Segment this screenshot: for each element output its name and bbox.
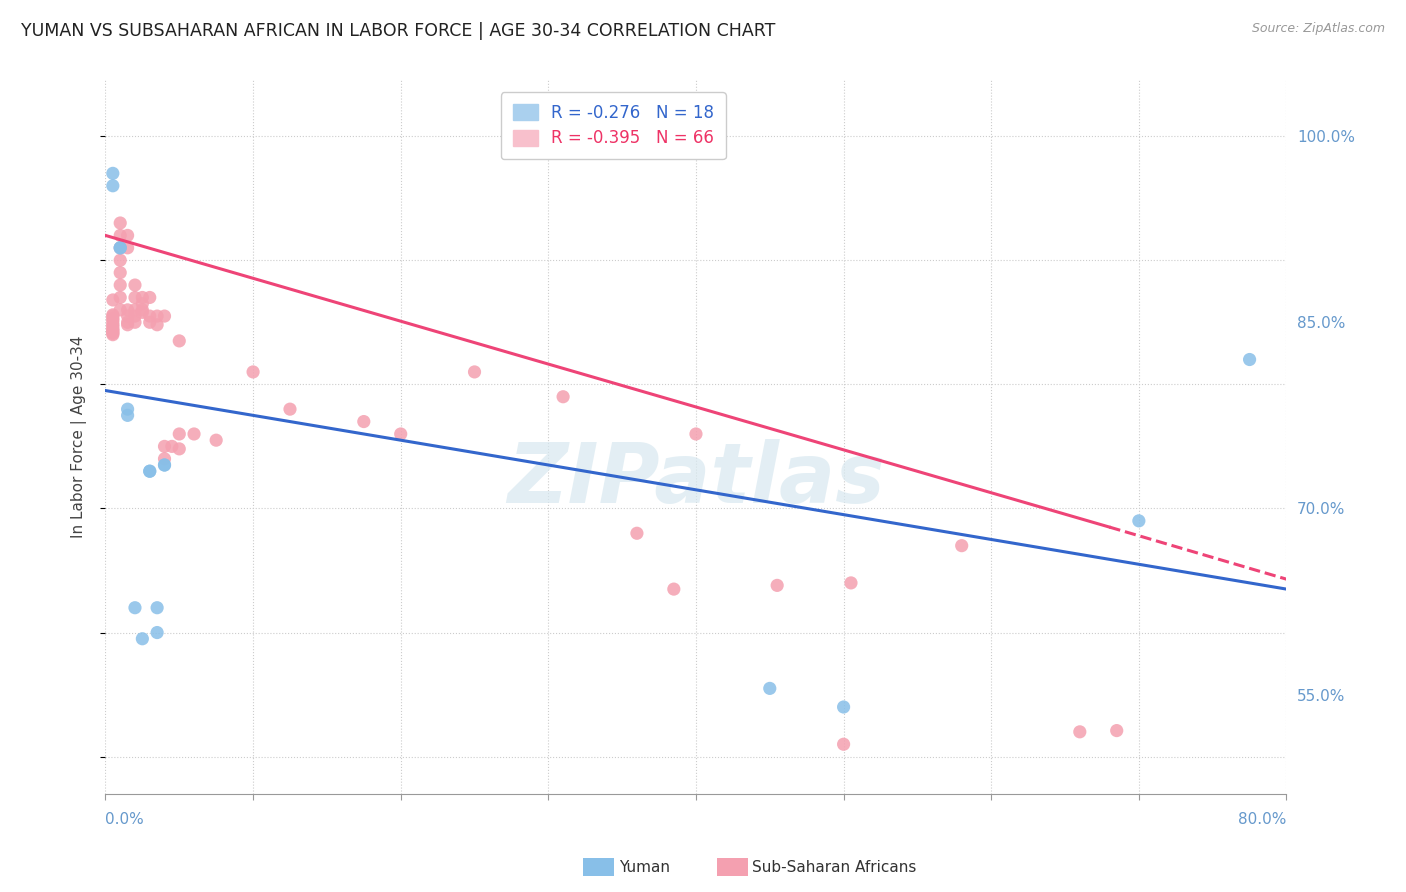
Point — [101, 308, 124, 322]
Point — [124, 600, 146, 615]
Point — [832, 737, 855, 751]
Point — [146, 318, 169, 332]
Point — [464, 365, 486, 379]
Point — [101, 323, 124, 337]
Point — [117, 241, 139, 255]
Point — [101, 321, 124, 335]
Point — [353, 415, 375, 429]
Point — [169, 334, 191, 348]
Point — [1105, 723, 1128, 738]
Text: Yuman: Yuman — [619, 860, 669, 874]
Point — [153, 451, 176, 466]
Text: 0.0%: 0.0% — [105, 813, 145, 828]
Point — [205, 433, 228, 447]
Point — [101, 325, 124, 339]
Point — [138, 290, 162, 304]
Point — [138, 309, 162, 323]
Point — [101, 166, 124, 180]
Text: Sub-Saharan Africans: Sub-Saharan Africans — [752, 860, 917, 874]
Point — [131, 302, 153, 317]
Point — [169, 427, 191, 442]
Point — [124, 315, 146, 329]
Y-axis label: In Labor Force | Age 30-34: In Labor Force | Age 30-34 — [70, 335, 87, 539]
Point — [662, 582, 685, 596]
Point — [124, 278, 146, 293]
Point — [153, 458, 176, 472]
Point — [138, 464, 162, 478]
Point — [117, 309, 139, 323]
Point — [101, 324, 124, 338]
Point — [110, 290, 132, 304]
Point — [138, 464, 162, 478]
Point — [110, 228, 132, 243]
Point — [759, 681, 782, 696]
Legend: R = -0.276   N = 18, R = -0.395   N = 66: R = -0.276 N = 18, R = -0.395 N = 66 — [501, 92, 725, 159]
Point — [101, 318, 124, 333]
Point — [160, 439, 183, 453]
Point — [124, 290, 146, 304]
Point — [117, 402, 139, 417]
Point — [117, 315, 139, 329]
Point — [117, 409, 139, 423]
Point — [278, 402, 301, 417]
Point — [138, 315, 162, 329]
Point — [110, 266, 132, 280]
Text: Source: ZipAtlas.com: Source: ZipAtlas.com — [1251, 22, 1385, 36]
Point — [242, 365, 264, 379]
Point — [101, 311, 124, 326]
Point — [766, 578, 789, 592]
Point — [110, 241, 132, 255]
Text: YUMAN VS SUBSAHARAN AFRICAN IN LABOR FORCE | AGE 30-34 CORRELATION CHART: YUMAN VS SUBSAHARAN AFRICAN IN LABOR FOR… — [21, 22, 776, 40]
Point — [124, 309, 146, 323]
Point — [146, 600, 169, 615]
Text: ZIPatlas: ZIPatlas — [508, 440, 884, 520]
Point — [832, 700, 855, 714]
Point — [153, 439, 176, 453]
Point — [101, 326, 124, 341]
Point — [839, 575, 862, 590]
Point — [131, 632, 153, 646]
Point — [110, 241, 132, 255]
Point — [153, 309, 176, 323]
Point — [101, 313, 124, 327]
Point — [389, 427, 412, 442]
Point — [117, 302, 139, 317]
Point — [131, 305, 153, 319]
Point — [146, 309, 169, 323]
Text: 80.0%: 80.0% — [1239, 813, 1286, 828]
Point — [101, 178, 124, 193]
Point — [117, 228, 139, 243]
Point — [183, 427, 205, 442]
Point — [146, 625, 169, 640]
Point — [110, 216, 132, 230]
Point — [101, 315, 124, 329]
Point — [124, 302, 146, 317]
Point — [551, 390, 574, 404]
Point — [131, 296, 153, 310]
Point — [1239, 352, 1261, 367]
Point — [101, 318, 124, 332]
Point — [685, 427, 707, 442]
Point — [101, 309, 124, 323]
Point — [131, 290, 153, 304]
Point — [110, 253, 132, 268]
Point — [110, 302, 132, 317]
Point — [153, 458, 176, 472]
Point — [101, 327, 124, 342]
Point — [169, 442, 191, 456]
Point — [110, 241, 132, 255]
Point — [950, 539, 973, 553]
Point — [1128, 514, 1150, 528]
Point — [626, 526, 648, 541]
Point — [117, 318, 139, 332]
Point — [110, 278, 132, 293]
Point — [101, 293, 124, 307]
Point — [1069, 724, 1091, 739]
